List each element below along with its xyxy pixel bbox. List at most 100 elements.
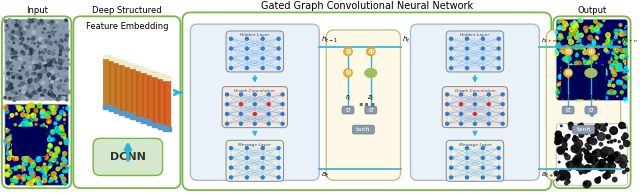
Circle shape [58, 55, 60, 56]
Circle shape [580, 43, 582, 45]
Text: Graph Convolution: Graph Convolution [234, 89, 275, 93]
Text: tanh: tanh [356, 127, 371, 132]
Circle shape [11, 114, 13, 117]
Circle shape [555, 135, 563, 142]
Circle shape [571, 24, 573, 26]
Circle shape [27, 115, 30, 119]
Circle shape [33, 106, 34, 107]
Circle shape [24, 45, 26, 46]
Circle shape [561, 125, 562, 127]
Circle shape [577, 75, 582, 80]
Circle shape [42, 114, 45, 118]
Circle shape [575, 140, 582, 148]
Circle shape [44, 171, 45, 173]
Circle shape [56, 167, 60, 171]
Circle shape [15, 36, 17, 38]
Circle shape [562, 97, 564, 99]
Circle shape [26, 155, 29, 157]
Circle shape [16, 31, 20, 35]
Circle shape [21, 122, 26, 126]
Circle shape [20, 130, 22, 132]
Circle shape [63, 33, 65, 35]
Circle shape [53, 29, 55, 31]
Circle shape [563, 139, 566, 142]
Circle shape [261, 37, 264, 40]
Circle shape [627, 40, 628, 41]
Circle shape [230, 57, 232, 60]
Circle shape [261, 57, 264, 60]
Circle shape [49, 166, 51, 168]
Circle shape [261, 166, 264, 169]
Circle shape [36, 81, 37, 82]
Circle shape [37, 144, 39, 146]
Circle shape [56, 149, 60, 153]
Circle shape [23, 174, 27, 178]
Circle shape [39, 37, 42, 40]
Circle shape [42, 32, 44, 33]
Circle shape [10, 68, 12, 71]
Circle shape [17, 34, 19, 36]
Circle shape [65, 95, 67, 96]
Circle shape [618, 141, 620, 143]
Circle shape [63, 112, 64, 113]
Circle shape [583, 181, 590, 188]
Circle shape [619, 122, 625, 129]
Text: $h_{t-1}$: $h_{t-1}$ [321, 35, 338, 45]
Circle shape [50, 66, 52, 68]
Text: ...: ... [357, 92, 376, 110]
Circle shape [600, 65, 603, 68]
Circle shape [591, 134, 595, 137]
Circle shape [575, 147, 582, 154]
Circle shape [225, 122, 228, 125]
Circle shape [627, 76, 628, 78]
Circle shape [27, 110, 29, 112]
Circle shape [51, 138, 55, 141]
Circle shape [15, 105, 17, 106]
Circle shape [31, 37, 35, 40]
Circle shape [11, 73, 13, 75]
Circle shape [277, 47, 280, 50]
Circle shape [7, 141, 10, 145]
Circle shape [621, 136, 624, 139]
Text: ⊕: ⊕ [367, 47, 374, 56]
Circle shape [26, 51, 29, 54]
Circle shape [42, 178, 47, 183]
Circle shape [63, 119, 65, 121]
Circle shape [55, 31, 56, 32]
Circle shape [621, 159, 622, 160]
Circle shape [620, 49, 623, 52]
Circle shape [624, 133, 626, 134]
Circle shape [35, 138, 38, 142]
Circle shape [60, 110, 64, 115]
Circle shape [563, 89, 567, 94]
Text: $a_{t+n}$: $a_{t+n}$ [541, 171, 558, 180]
FancyBboxPatch shape [93, 138, 163, 176]
Circle shape [618, 161, 620, 163]
Circle shape [22, 178, 25, 181]
Circle shape [595, 124, 600, 129]
Circle shape [611, 70, 614, 73]
Bar [114, 109, 122, 113]
Text: ⊗: ⊗ [344, 47, 351, 56]
FancyBboxPatch shape [556, 19, 628, 100]
Circle shape [31, 135, 33, 137]
FancyBboxPatch shape [365, 106, 377, 114]
Circle shape [230, 67, 232, 70]
Circle shape [52, 95, 56, 98]
Circle shape [596, 24, 601, 28]
Circle shape [616, 57, 617, 58]
Circle shape [15, 157, 19, 160]
Circle shape [6, 27, 9, 30]
FancyBboxPatch shape [5, 19, 68, 100]
Circle shape [8, 19, 11, 22]
Circle shape [16, 92, 17, 94]
FancyBboxPatch shape [547, 30, 621, 180]
Circle shape [16, 89, 17, 90]
Circle shape [28, 158, 32, 162]
Circle shape [24, 21, 28, 25]
Circle shape [21, 132, 24, 135]
Circle shape [56, 89, 58, 90]
Circle shape [35, 64, 38, 68]
Circle shape [566, 82, 570, 86]
Bar [157, 125, 166, 129]
